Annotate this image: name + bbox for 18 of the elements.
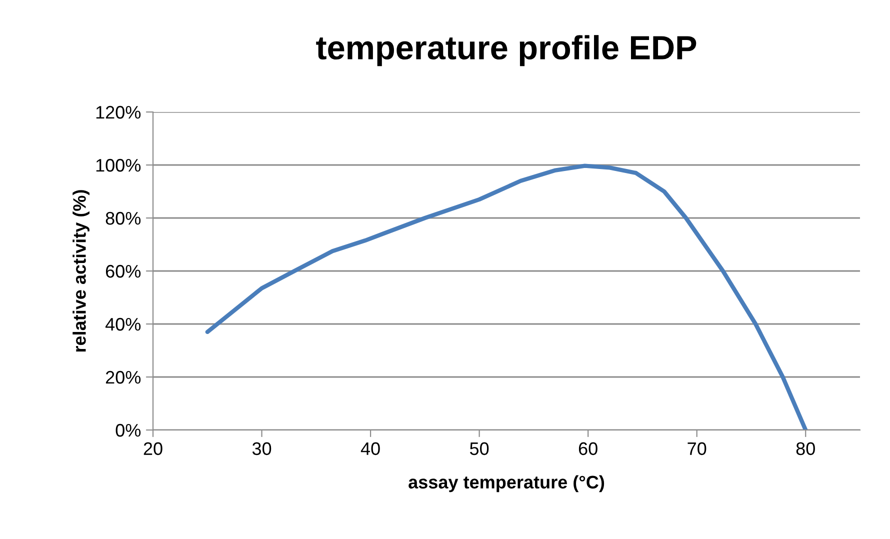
y-tick-label: 80% [106,212,141,225]
line-series [205,164,808,430]
y-tick-label: 120% [96,106,141,119]
x-axis-title: assay temperature (°C) [408,475,604,492]
x-tick-label: 80 [796,442,815,456]
y-tick-label: 100% [96,158,141,172]
x-tick-label: 20 [144,442,162,456]
x-tick-label: 30 [252,442,272,456]
y-tick-label: 20% [106,370,141,384]
y-tick-label: 60% [106,264,141,278]
chart-title: temperature profile EDP [316,35,696,66]
x-tick-label: 70 [688,442,706,456]
x-tick-label: 40 [360,442,380,456]
y-tick-label: 0% [116,424,141,437]
y-tick-label: 40% [105,318,141,331]
x-tick-label: 60 [578,442,598,456]
y-axis-title: relative activity (%) [72,190,90,352]
x-tick-label: 50 [470,442,489,456]
